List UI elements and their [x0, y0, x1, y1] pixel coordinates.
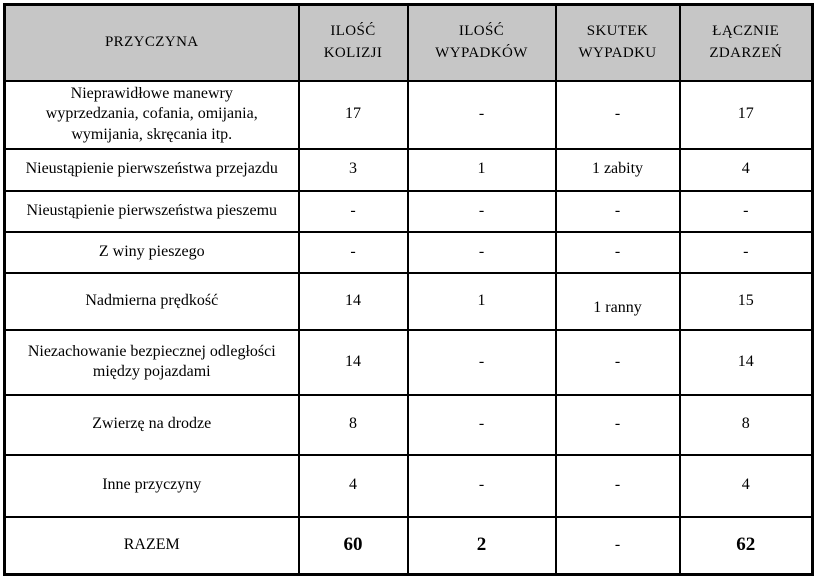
cause-cell: Z winy pieszego: [3, 230, 300, 274]
cause-cell: Nadmierna prędkość: [3, 271, 300, 331]
totals-label: RAZEM: [3, 515, 300, 576]
table-row: Nieustąpienie pierwszeństwa pieszemu - -…: [3, 189, 814, 233]
column-header-effect: SKUTEK WYPADKU: [554, 3, 681, 82]
totals-collisions: 60: [297, 515, 409, 576]
collisions-cell: 14: [297, 328, 409, 396]
total-cell: 4: [678, 453, 814, 518]
collisions-cell: 3: [297, 147, 409, 192]
table-header-row: PRZYCZYNA ILOŚĆ KOLIZJI ILOŚĆ WYPADKÓW S…: [3, 3, 814, 82]
total-cell: 15: [678, 271, 814, 331]
accidents-cell: -: [406, 230, 557, 274]
cause-cell: Nieustąpienie pierwszeństwa przejazdu: [3, 147, 300, 192]
accidents-cell: -: [406, 79, 557, 150]
accidents-cell: -: [406, 328, 557, 396]
accidents-cell: -: [406, 189, 557, 233]
collisions-cell: 4: [297, 453, 409, 518]
effect-cell: 1 ranny: [554, 271, 681, 331]
total-cell: 14: [678, 328, 814, 396]
effect-cell: -: [554, 328, 681, 396]
table-row: Nieustąpienie pierwszeństwa przejazdu 3 …: [3, 147, 814, 192]
cause-cell: Nieprawidłowe manewry wyprzedzania, cofa…: [3, 79, 300, 150]
accidents-cell: -: [406, 453, 557, 518]
accidents-cell: 1: [406, 271, 557, 331]
table-row: Nadmierna prędkość 14 1 1 ranny 15: [3, 271, 814, 331]
totals-accidents: 2: [406, 515, 557, 576]
table-row: Zwierzę na drodze 8 - - 8: [3, 393, 814, 456]
table-row: Niezachowanie bezpiecznej odległości mię…: [3, 328, 814, 396]
total-cell: 8: [678, 393, 814, 456]
collisions-cell: 17: [297, 79, 409, 150]
table-row: Nieprawidłowe manewry wyprzedzania, cofa…: [3, 79, 814, 150]
column-header-total: ŁĄCZNIE ZDARZEŃ: [678, 3, 814, 82]
accidents-cell: -: [406, 393, 557, 456]
collisions-cell: -: [297, 189, 409, 233]
collisions-cell: 14: [297, 271, 409, 331]
cause-cell: Niezachowanie bezpiecznej odległości mię…: [3, 328, 300, 396]
column-header-cause: PRZYCZYNA: [3, 3, 300, 82]
table-row: Z winy pieszego - - - -: [3, 230, 814, 274]
accidents-cell: 1: [406, 147, 557, 192]
totals-total: 62: [678, 515, 814, 576]
column-header-collisions: ILOŚĆ KOLIZJI: [297, 3, 409, 82]
effect-cell: -: [554, 230, 681, 274]
cause-cell: Nieustąpienie pierwszeństwa pieszemu: [3, 189, 300, 233]
effect-cell: -: [554, 189, 681, 233]
effect-value: 1 ranny: [593, 298, 642, 316]
total-cell: 4: [678, 147, 814, 192]
total-cell: -: [678, 189, 814, 233]
total-cell: 17: [678, 79, 814, 150]
effect-cell: -: [554, 453, 681, 518]
collisions-cell: 8: [297, 393, 409, 456]
column-header-accidents: ILOŚĆ WYPADKÓW: [406, 3, 557, 82]
effect-cell: 1 zabity: [554, 147, 681, 192]
effect-cell: -: [554, 393, 681, 456]
effect-cell: -: [554, 79, 681, 150]
accident-causes-table: PRZYCZYNA ILOŚĆ KOLIZJI ILOŚĆ WYPADKÓW S…: [3, 3, 814, 576]
collisions-cell: -: [297, 230, 409, 274]
table-row: Inne przyczyny 4 - - 4: [3, 453, 814, 518]
table-totals-row: RAZEM 60 2 - 62: [3, 515, 814, 576]
cause-cell: Zwierzę na drodze: [3, 393, 300, 456]
total-cell: -: [678, 230, 814, 274]
totals-effect: -: [554, 515, 681, 576]
cause-cell: Inne przyczyny: [3, 453, 300, 518]
